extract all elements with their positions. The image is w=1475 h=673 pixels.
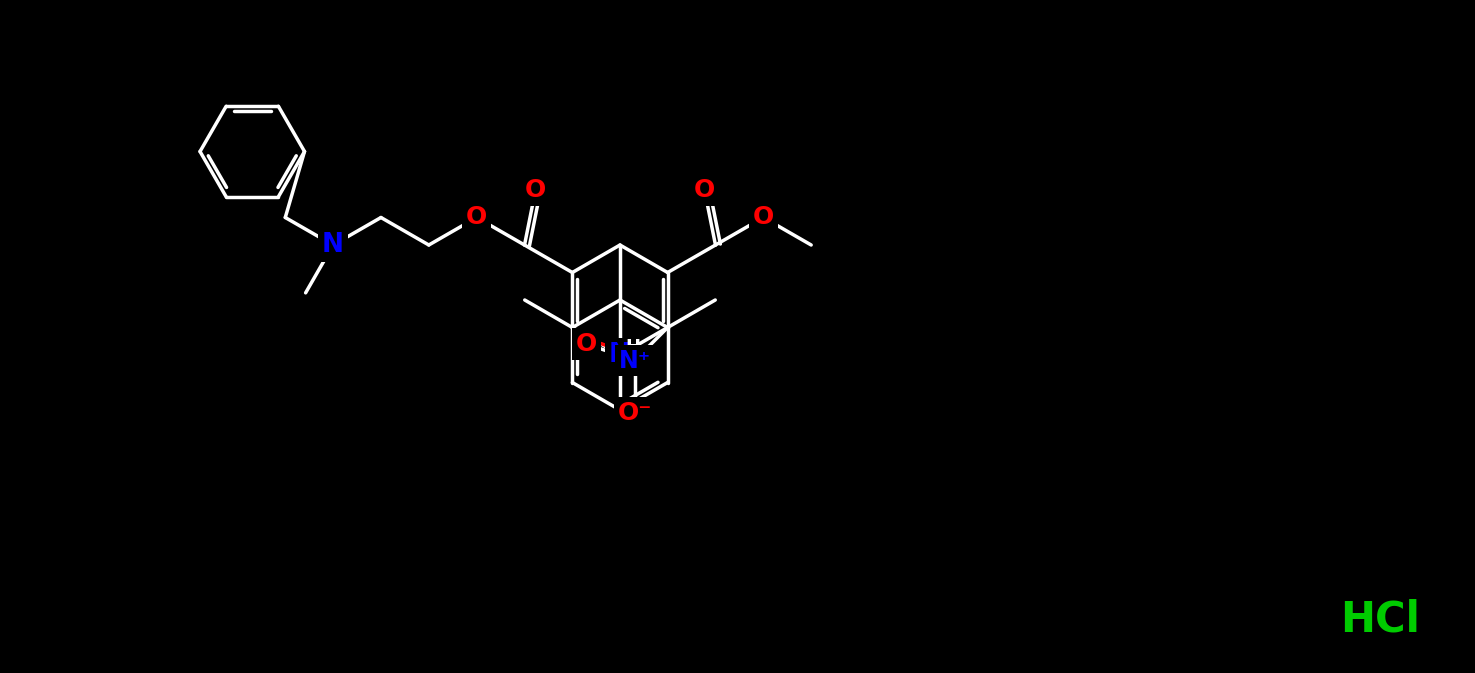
Text: O: O [693, 178, 715, 202]
Text: O: O [752, 205, 774, 229]
Text: N⁺: N⁺ [618, 349, 650, 372]
Text: O⁻: O⁻ [618, 400, 652, 425]
Text: O: O [577, 332, 597, 356]
Text: O: O [466, 205, 487, 229]
Text: N: N [322, 232, 344, 258]
Text: HCl: HCl [1341, 599, 1420, 641]
Text: H: H [625, 338, 640, 356]
Text: N: N [609, 342, 631, 368]
Text: O: O [525, 178, 546, 202]
